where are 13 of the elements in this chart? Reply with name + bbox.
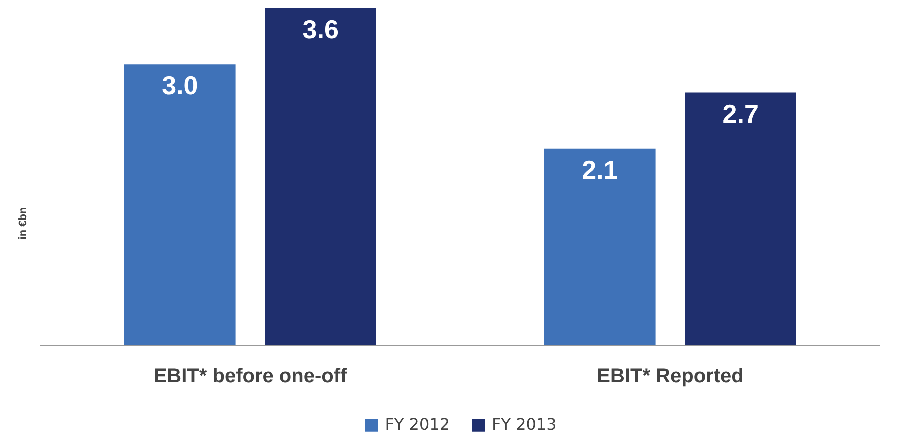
bar xyxy=(685,92,796,346)
bar xyxy=(265,8,376,346)
data-label: 3.0 xyxy=(162,70,198,101)
legend-label: FY 2013 xyxy=(492,415,557,434)
data-label: 2.1 xyxy=(582,154,618,185)
x-tick-label: EBIT* Reported xyxy=(597,366,744,388)
x-tick-label: EBIT* before one-off xyxy=(154,366,348,388)
legend-label: FY 2012 xyxy=(385,415,450,434)
data-label: 3.6 xyxy=(302,14,339,44)
bar xyxy=(544,148,656,346)
y-axis-title: in €bn xyxy=(18,207,30,240)
data-label: 2.7 xyxy=(722,98,759,129)
bar xyxy=(124,64,236,346)
